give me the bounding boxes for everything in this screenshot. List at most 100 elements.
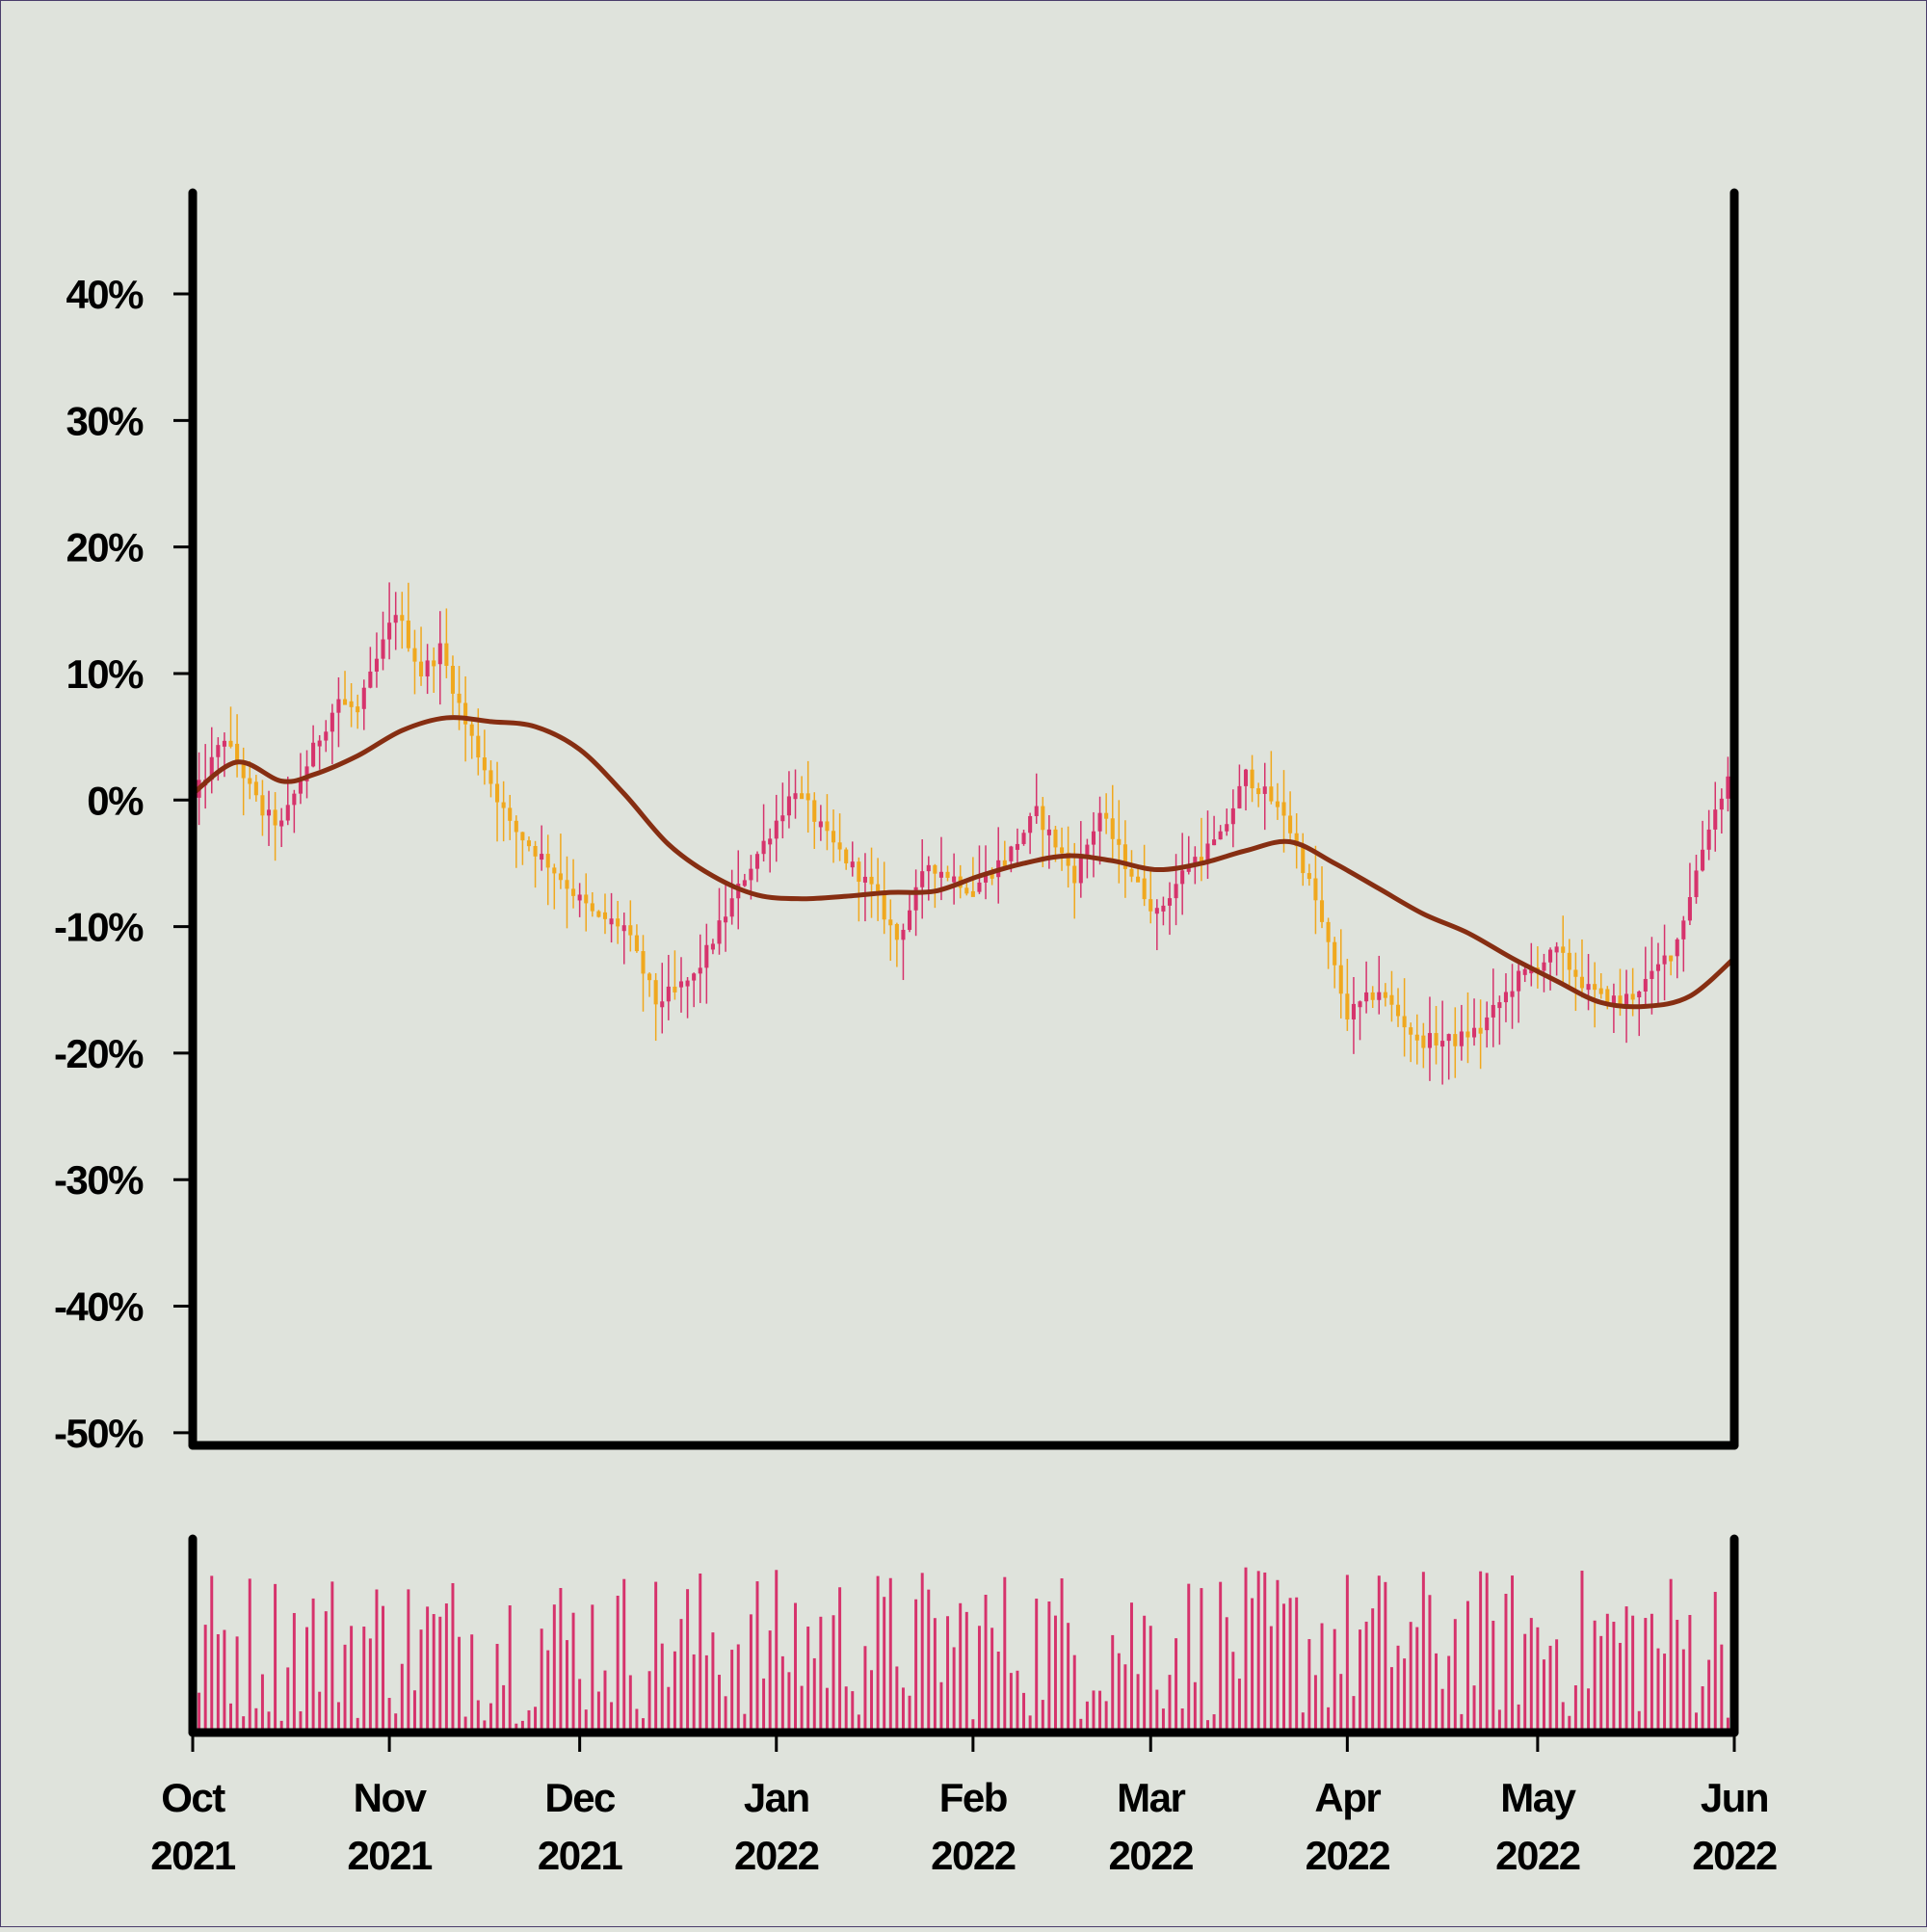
volume-bar xyxy=(895,1666,899,1733)
candle-body xyxy=(1561,946,1566,953)
volume-bar xyxy=(920,1573,924,1733)
candle-body xyxy=(1275,801,1280,807)
candle-body xyxy=(837,842,842,850)
volume-bar xyxy=(330,1581,334,1733)
volume-bar xyxy=(1428,1595,1432,1733)
volume-bar xyxy=(515,1723,518,1733)
candle-body xyxy=(602,912,608,919)
candle-body xyxy=(850,861,855,868)
volume-bar xyxy=(1631,1615,1635,1733)
volume-bar xyxy=(667,1686,671,1733)
candle-body xyxy=(1338,965,1343,994)
candle-body xyxy=(514,820,518,833)
volume-bar xyxy=(1022,1692,1026,1733)
candle-body xyxy=(653,980,658,1005)
volume-bar xyxy=(736,1644,740,1733)
volume-bar xyxy=(1244,1567,1248,1733)
volume-bar xyxy=(1123,1664,1127,1733)
candle-body xyxy=(260,795,265,816)
candle-body xyxy=(444,643,449,666)
volume-bar xyxy=(1384,1581,1387,1733)
candle-body xyxy=(342,699,348,705)
candle-body xyxy=(698,967,702,974)
candle-body xyxy=(1250,769,1254,789)
volume-bar xyxy=(1028,1715,1032,1733)
candle-body xyxy=(361,687,366,709)
volume-bar xyxy=(901,1687,905,1733)
candle-body xyxy=(1136,876,1141,883)
volume-bar xyxy=(1479,1571,1483,1733)
volume-bar xyxy=(1364,1621,1368,1733)
volume-bar xyxy=(1561,1702,1565,1733)
x-tick-month: Jun xyxy=(1701,1775,1768,1820)
candle-body xyxy=(1174,884,1178,899)
volume-bar xyxy=(704,1654,708,1733)
volume-bar xyxy=(1504,1594,1508,1733)
volume-bar xyxy=(762,1678,766,1733)
x-tick-label: Nov 2021 xyxy=(347,1775,433,1878)
volume-bar xyxy=(946,1616,950,1733)
volume-bar xyxy=(559,1588,563,1733)
volume-bar xyxy=(1053,1615,1057,1733)
candle-body xyxy=(1060,847,1065,854)
volume-bar xyxy=(673,1651,676,1733)
volume-bar xyxy=(508,1605,512,1733)
volume-bar xyxy=(1599,1635,1603,1733)
candle-body xyxy=(1085,844,1090,857)
candle-body xyxy=(1333,941,1337,966)
volume-bar xyxy=(1713,1592,1717,1733)
candle-body xyxy=(920,871,925,887)
candle-body xyxy=(1687,897,1692,921)
candle-body xyxy=(1395,1004,1401,1017)
candle-body xyxy=(285,805,290,821)
candle-body xyxy=(729,898,734,917)
candle-body xyxy=(1046,829,1051,835)
candle-body xyxy=(926,864,931,872)
volume-bar xyxy=(1320,1623,1324,1733)
candle-body xyxy=(1225,824,1229,832)
x-tick-year: 2022 xyxy=(1692,1833,1777,1878)
candle-body xyxy=(1326,921,1331,942)
candle-body xyxy=(1319,900,1325,922)
candle-body xyxy=(1066,852,1070,866)
x-tick-label: Mar 2022 xyxy=(1109,1775,1194,1878)
candle-body xyxy=(641,951,646,974)
volume-bar xyxy=(1396,1645,1400,1733)
volume-bar xyxy=(463,1716,467,1733)
candle-body xyxy=(1655,964,1661,971)
x-tick-year: 2022 xyxy=(1109,1833,1194,1878)
volume-bar xyxy=(248,1578,251,1733)
candle-body xyxy=(1021,833,1026,844)
volume-bar xyxy=(730,1650,734,1733)
candle-body xyxy=(1427,1033,1432,1048)
volume-bar xyxy=(286,1667,290,1733)
candle-body xyxy=(1630,993,1635,1000)
candle-body xyxy=(457,693,462,703)
volume-bar xyxy=(1435,1653,1439,1733)
volume-bar xyxy=(1440,1688,1444,1733)
candle-body xyxy=(228,740,233,747)
candle-body xyxy=(1497,1002,1502,1009)
volume-bar xyxy=(1465,1601,1469,1733)
y-tick-label: -40% xyxy=(54,1284,144,1330)
volume-bar xyxy=(1269,1626,1273,1733)
volume-bar xyxy=(1720,1644,1724,1733)
volume-bar xyxy=(1231,1652,1235,1733)
candle-body xyxy=(1522,968,1527,975)
x-tick-label: Jun 2022 xyxy=(1692,1775,1777,1878)
candle-body xyxy=(476,735,481,758)
candle-body xyxy=(526,840,532,847)
candle-body xyxy=(393,615,398,623)
candle-body xyxy=(825,821,830,832)
candle-body xyxy=(1110,818,1115,839)
candle-body xyxy=(831,831,836,843)
candle-body xyxy=(1199,857,1203,863)
y-tick-label: 20% xyxy=(66,525,144,570)
volume-bar xyxy=(1155,1689,1159,1733)
volume-bar xyxy=(1206,1720,1209,1733)
volume-bar xyxy=(654,1581,658,1733)
candle-body xyxy=(1573,969,1578,977)
volume-bar xyxy=(1409,1622,1412,1733)
candle-body xyxy=(1377,992,1382,1000)
volume-bar xyxy=(1497,1709,1501,1733)
